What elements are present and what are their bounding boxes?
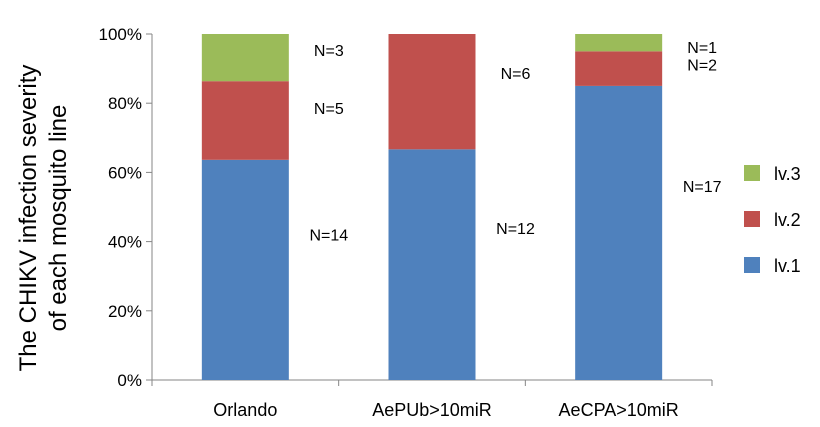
bar-count-label: N=2: [687, 57, 717, 74]
bar-count-label: N=12: [496, 221, 535, 238]
bar-count-label: N=6: [501, 66, 531, 83]
legend-swatch: [744, 165, 760, 181]
bar-segment-lv2: [575, 51, 663, 86]
y-axis-title: The CHIKV infection severity of each mos…: [15, 65, 72, 372]
y-tick-label: 0%: [117, 371, 142, 390]
legend-swatch: [744, 257, 760, 273]
legend-label: lv.1: [774, 256, 801, 276]
y-tick-label: 60%: [108, 163, 142, 182]
bar-count-label: N=1: [687, 40, 717, 57]
legend-label: lv.3: [774, 164, 801, 184]
bar-count-label: N=3: [314, 43, 344, 60]
bar-count-label: N=17: [683, 179, 722, 196]
bar-segment-lv2: [201, 81, 289, 160]
y-tick-label: 20%: [108, 302, 142, 321]
bar-segment-lv1: [575, 85, 663, 381]
legend-label: lv.2: [774, 210, 801, 230]
y-axis-title-line-2: of each mosquito line: [45, 105, 72, 332]
bar-segment-lv1: [388, 149, 476, 380]
y-tick-label: 100%: [99, 25, 142, 44]
bar-segment-lv3: [575, 34, 663, 52]
bar-segment-lv3: [201, 34, 289, 82]
plot-area: 0% 20% 40% 60% 80% 100% N=14 N=5 N=3 Orlando N=12 N…: [99, 25, 722, 420]
y-axis-title-line-1: The CHIKV infection severity: [15, 65, 42, 372]
x-category-label: AePUb>10miR: [372, 400, 492, 420]
bar-count-label: N=5: [314, 101, 344, 118]
bar-segment-lv2: [388, 34, 476, 150]
y-tick-label: 40%: [108, 233, 142, 252]
y-tick-label: 80%: [108, 94, 142, 113]
bar-count-label: N=14: [309, 228, 348, 245]
x-category-label: AeCPA>10miR: [559, 400, 679, 420]
legend-swatch: [744, 211, 760, 227]
x-category-label: Orlando: [213, 400, 277, 420]
bar-segment-lv1: [201, 159, 289, 380]
legend: lv.3 lv.2 lv.1: [744, 164, 801, 276]
